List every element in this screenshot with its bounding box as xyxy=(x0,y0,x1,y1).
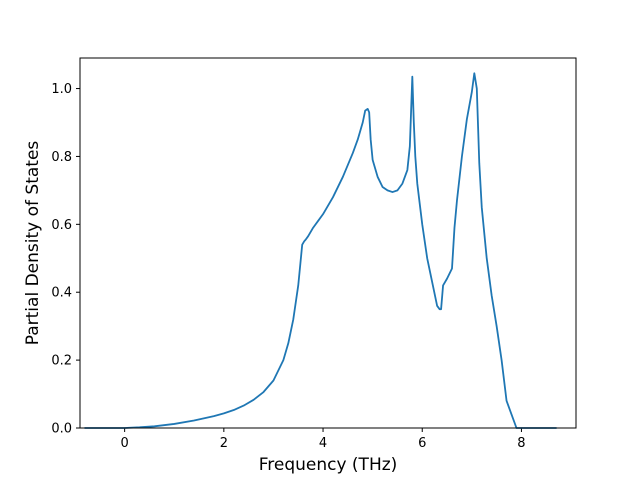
y-tick-label: 0.2 xyxy=(51,354,72,369)
x-tick-label: 8 xyxy=(517,436,525,451)
x-tick-label: 0 xyxy=(120,436,128,451)
y-tick-label: 0.0 xyxy=(51,422,72,437)
plot-frame xyxy=(79,57,577,429)
y-tick-label: 0.8 xyxy=(51,150,72,165)
y-axis: 0.0 0.2 0.4 0.6 0.8 1.0 xyxy=(51,82,80,437)
x-tick-label: 6 xyxy=(418,436,426,451)
x-axis: 0 2 4 6 8 xyxy=(120,428,526,451)
x-tick-label: 4 xyxy=(319,436,327,451)
y-tick-label: 0.6 xyxy=(51,218,72,233)
x-tick-label: 2 xyxy=(220,436,228,451)
y-tick-label: 1.0 xyxy=(51,82,72,97)
y-tick-label: 0.4 xyxy=(51,286,72,301)
plot-area xyxy=(80,58,576,428)
y-axis-label: Partial Density of States xyxy=(23,141,43,346)
series-line xyxy=(84,72,558,429)
x-axis-label: Frequency (THz) xyxy=(259,455,398,475)
